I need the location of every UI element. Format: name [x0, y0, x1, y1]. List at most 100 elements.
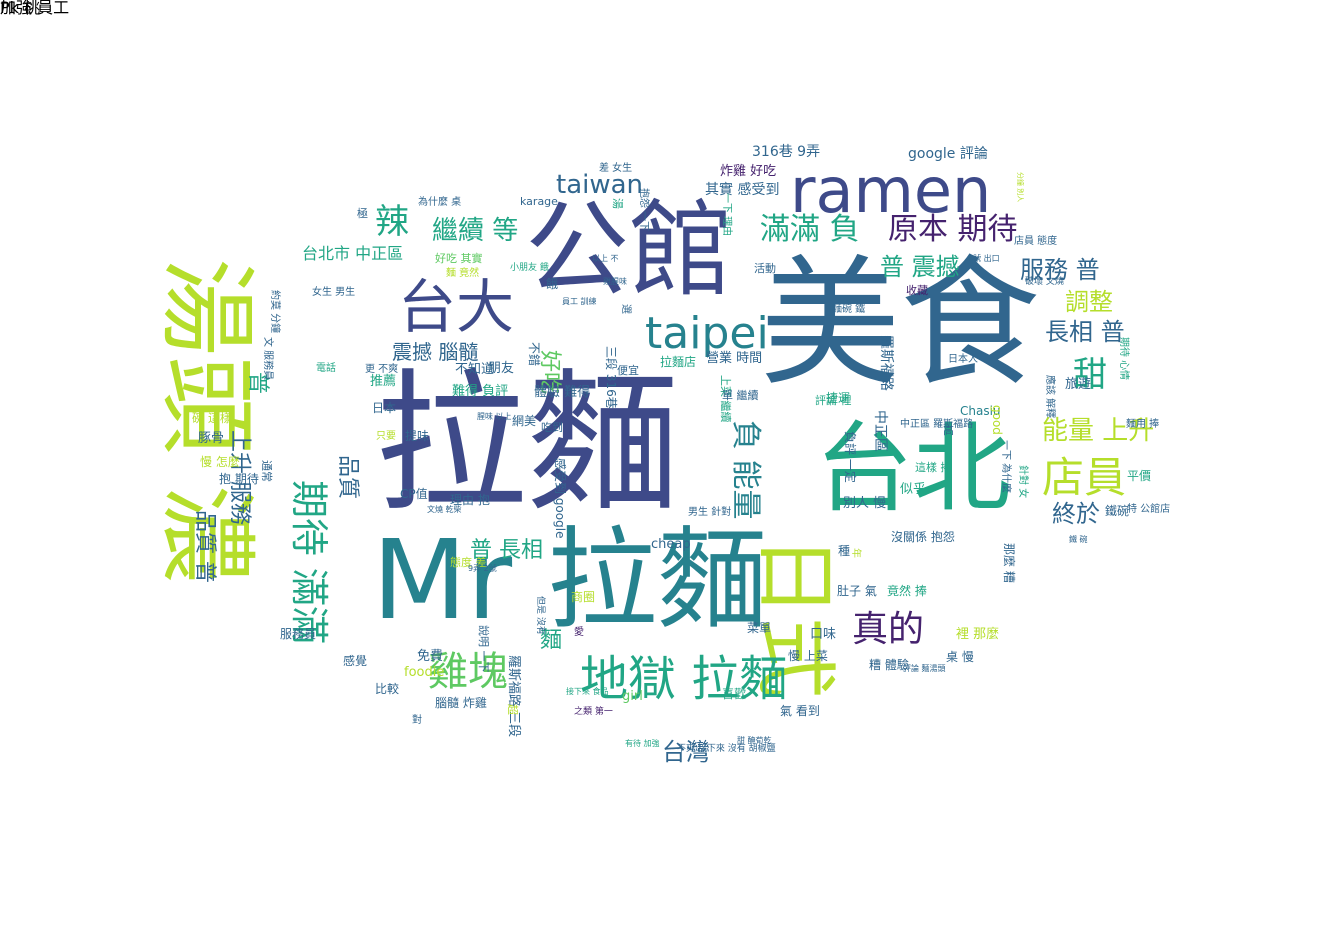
word-133: 期待 心情	[1118, 337, 1129, 381]
word-93: 便宜	[617, 364, 639, 377]
word-14: 期待 滿滿	[287, 480, 331, 645]
word-28: 終於	[1052, 500, 1100, 528]
word-64: 種	[838, 544, 851, 558]
word-103: 評論 裡	[815, 394, 852, 407]
word-67: 裡 那麼	[956, 627, 1000, 642]
word-141: 特 公館店	[1127, 504, 1171, 515]
word-83: 服務員	[280, 627, 317, 641]
word-102: 捷運	[826, 391, 851, 405]
word-25: 普 震撼	[880, 253, 960, 281]
word-137: 麵碗 鐵	[832, 304, 866, 315]
word-71: 口味	[810, 627, 837, 642]
word-49: 朋友	[488, 361, 515, 376]
word-11: 雞塊	[428, 649, 508, 695]
word-107: 這樣 捧	[915, 461, 952, 474]
word-37: 麵	[540, 628, 563, 653]
word-123: 說明 一下	[477, 625, 490, 673]
word-150: 以上 不	[592, 254, 619, 263]
word-18: 負 能量	[728, 420, 763, 520]
word-120: 不錯	[527, 342, 541, 367]
word-148: 接下來 食品	[566, 687, 609, 696]
word-68: 糟 體驗	[869, 658, 909, 672]
word-40: google 評論	[908, 146, 988, 162]
word-147: 之類 第一	[574, 707, 613, 717]
word-80: 羅斯福路 三段	[506, 655, 521, 738]
word-144: 不爽 接下來 沒有 胡椒鹽	[677, 744, 776, 754]
word-152: 員工 訓練	[562, 297, 597, 306]
word-91: 只要	[376, 431, 396, 442]
word-159: Pk 桃	[0, 0, 41, 17]
word-96: karage	[520, 195, 558, 208]
word-105: 破壞 文燒	[1025, 277, 1064, 287]
word-69: 桌 慢	[946, 650, 974, 664]
word-62: 沒關係 抱怨	[891, 530, 955, 544]
word-89: 慢 怎麼	[200, 455, 240, 469]
word-138: 中正區 羅斯福路	[900, 419, 974, 430]
word-156: 分鐘 別人	[1016, 172, 1024, 203]
word-15: 真的	[852, 609, 925, 650]
word-99: 女生 男生	[312, 287, 356, 298]
word-146: 有待 加強	[625, 739, 660, 748]
word-94: 好吃 其實	[435, 252, 483, 265]
word-142: 鐵 碗	[1069, 535, 1088, 544]
word-134: 應該 解釋	[1044, 375, 1055, 419]
word-61: cheap	[651, 537, 691, 552]
word-19: 滿滿 負	[760, 212, 860, 247]
word-16: 辣	[375, 202, 409, 242]
word-128: 選	[620, 304, 631, 314]
word-24: 能量 上升	[1042, 416, 1155, 446]
word-43: 營業 時間	[706, 351, 763, 366]
word-110: 麵 竟然	[446, 268, 480, 279]
word-70: 慢 上菜	[788, 649, 828, 663]
word-121: 三段 316巷	[604, 346, 618, 409]
word-63: 那麼 糟	[1002, 543, 1016, 583]
word-149: 腥味 以上	[477, 412, 512, 421]
word-104: 店員 態度	[1014, 236, 1058, 247]
word-140: 日本人	[948, 354, 978, 365]
word-1: 拉麵	[375, 355, 679, 532]
word-53: 拉麵店	[660, 355, 697, 369]
word-111: 餓	[546, 277, 559, 291]
word-143: 9弄 2號	[468, 564, 497, 573]
word-44: 羅斯福路	[878, 335, 894, 391]
word-92: 吃到	[541, 421, 563, 434]
word-116: 高	[943, 424, 954, 437]
word-145: 甜 醃荀乾	[737, 736, 772, 745]
word-65: 肚子 氣	[837, 584, 877, 598]
word-112: 極	[357, 207, 368, 220]
word-23: 服務 普	[1020, 256, 1100, 284]
word-79: 腦髓 炸雞	[435, 696, 487, 710]
word-101: 活動	[754, 262, 776, 275]
word-20: 原本 期待	[888, 212, 1018, 247]
word-87: 日本	[372, 401, 397, 415]
word-58: 鐵碗	[1105, 504, 1130, 518]
word-66: 竟然 捧	[887, 584, 927, 598]
word-55: Chasiu	[960, 404, 1001, 418]
word-46: 網美	[512, 414, 537, 428]
word-72: 菜單	[747, 621, 772, 635]
word-6: 台北	[815, 412, 1012, 526]
word-39: 316巷 9弄	[752, 144, 821, 160]
word-154: 但是 沒有	[535, 596, 545, 635]
word-9: 台大	[398, 273, 515, 341]
word-90: 碗 這樣	[192, 411, 232, 425]
word-32: 品質	[335, 455, 360, 500]
word-52: 體驗 難得	[534, 385, 591, 400]
word-113: 通常	[260, 460, 273, 482]
word-106: 麵用 捧	[1126, 419, 1160, 430]
word-125: 單 繼續	[722, 389, 759, 402]
word-76: 免費	[417, 649, 444, 664]
word-35: 震撼 腦髓	[392, 340, 479, 364]
word-136: 一下 為什麼	[1000, 440, 1011, 494]
word-51: 難得 負評	[452, 384, 509, 399]
word-4: Mr 拉麵	[372, 516, 768, 644]
word-47: 豚骨	[198, 431, 225, 446]
word-108: 男生 針對	[688, 507, 732, 518]
word-73: girl	[622, 689, 643, 704]
word-155: 4號 出口	[968, 254, 1000, 263]
word-117: 年	[850, 548, 861, 558]
word-139: 負評 一定	[843, 431, 857, 483]
word-82: 感覺	[343, 654, 368, 668]
word-122: 感受到 google	[553, 458, 567, 539]
word-41: 炸雞 好吃	[720, 164, 777, 179]
